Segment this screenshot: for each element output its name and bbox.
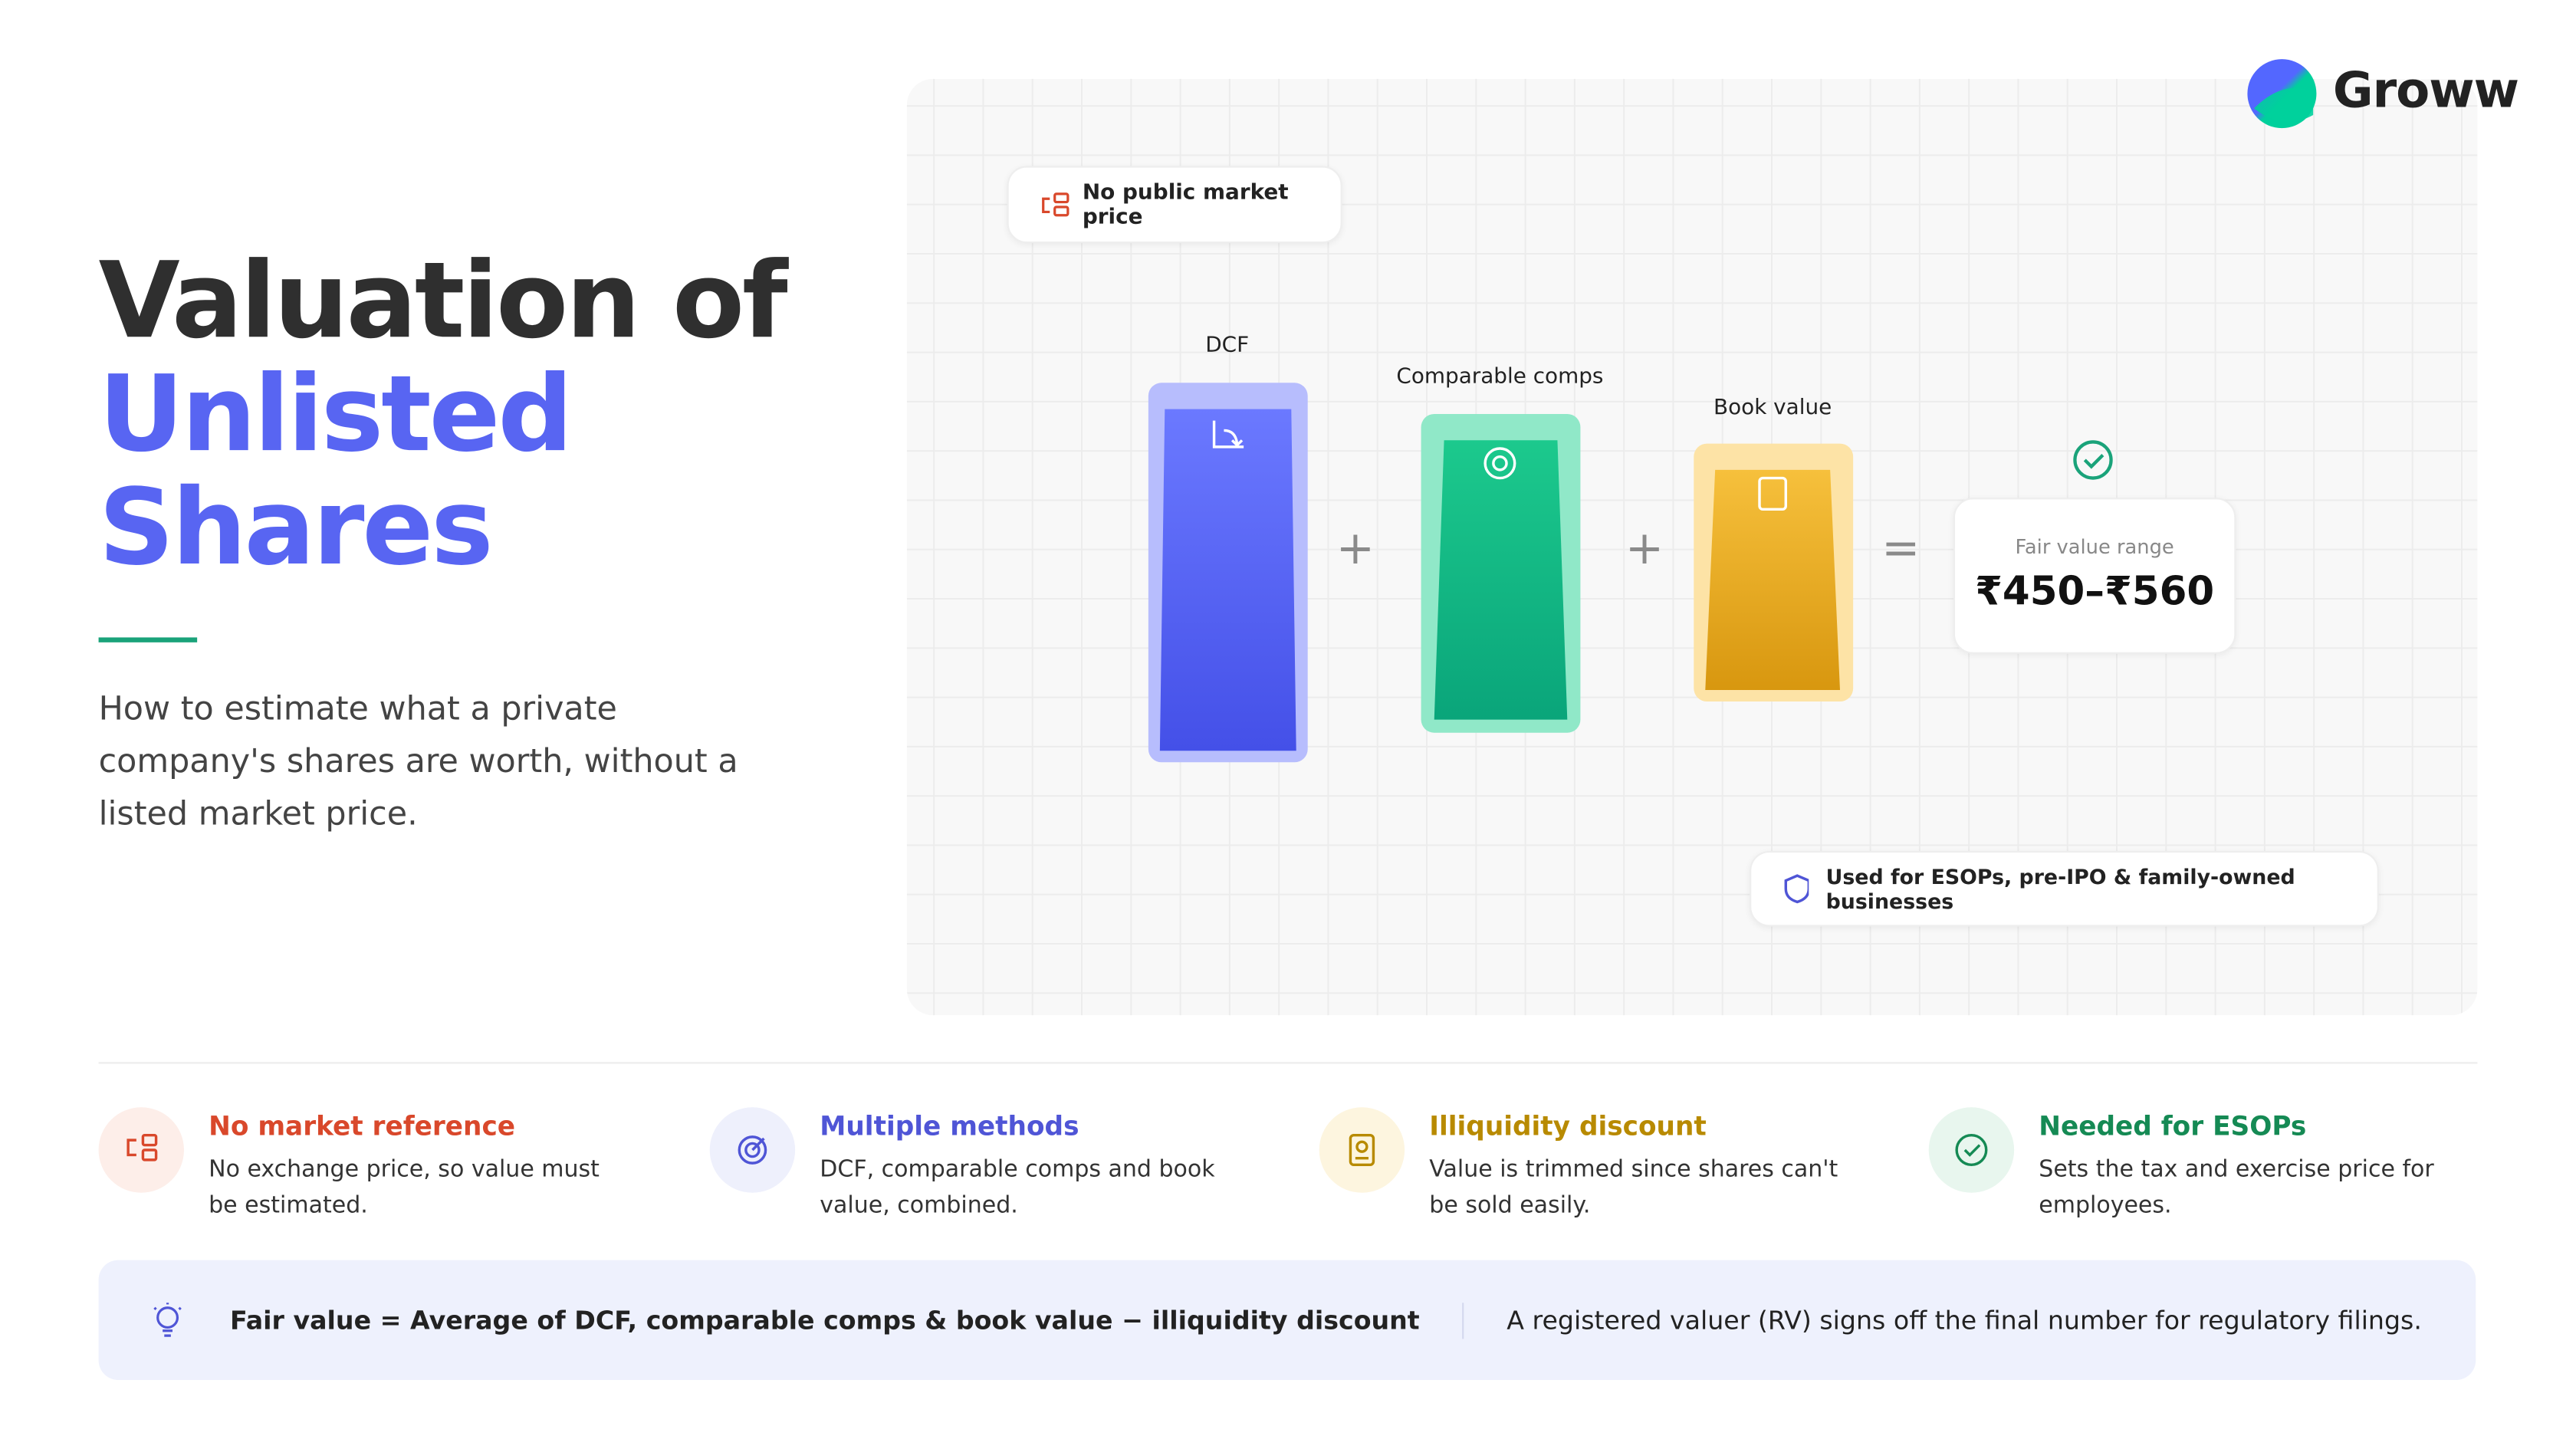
- dcf-bar-inner: [1159, 409, 1296, 751]
- footnote-text: Used for ESOPs, pre-IPO & family-owned b…: [1825, 864, 2295, 914]
- feature-text: No exchange price, so value must be esti…: [209, 1156, 600, 1219]
- comps-icon: [1484, 447, 1516, 480]
- comps-bar-inner: [1434, 440, 1568, 720]
- method-label: DCF: [1205, 334, 1250, 359]
- feature-icon: [709, 1107, 796, 1193]
- accent-rule: [98, 637, 198, 642]
- method-label: Book value: [1714, 396, 1832, 421]
- feature-title: Multiple methods: [820, 1110, 1079, 1142]
- footnote: Used for ESOPs, pre-IPO & family-owned b…: [1750, 851, 2379, 927]
- dcf-icon: [1212, 420, 1244, 449]
- badge-icon: [1042, 192, 1070, 216]
- shield-icon: [1784, 874, 1810, 904]
- feature-icon: [98, 1107, 184, 1193]
- feature-glyph: [1349, 1133, 1375, 1166]
- callout-note: A registered valuer (RV) signs off the f…: [1506, 1305, 2422, 1336]
- feature-text: Value is trimmed since shares can't be s…: [1429, 1156, 1838, 1219]
- feature-icon: [1928, 1107, 2015, 1193]
- book-bar-inner: [1705, 469, 1840, 690]
- feature-text: Sets the tax and exercise price for empl…: [2039, 1156, 2434, 1219]
- title-highlight: Unlisted: [98, 354, 573, 477]
- title: Valuation of Unlisted Shares: [98, 245, 788, 590]
- operator: =: [1881, 521, 1921, 575]
- result-card: Fair value range ₹450–₹560: [1953, 498, 2236, 654]
- feature-title: Illiquidity discount: [1429, 1110, 1707, 1142]
- logo-wave: [2254, 87, 2314, 122]
- feature-text: DCF, comparable comps and book value, co…: [820, 1156, 1215, 1219]
- callout: Fair value = Average of DCF, comparable …: [98, 1260, 2476, 1380]
- badge-text: No public market price: [1082, 179, 1289, 229]
- book-icon: [1758, 476, 1787, 511]
- check-icon: [2073, 440, 2113, 480]
- brand-name: Groww: [2332, 62, 2519, 120]
- feature-title: Needed for ESOPs: [2039, 1110, 2307, 1142]
- feature-glyph: [738, 1135, 767, 1165]
- operator: +: [1625, 521, 1664, 575]
- feature-icon: [1319, 1107, 1405, 1193]
- operator: +: [1336, 521, 1375, 575]
- method-label: Comparable comps: [1396, 364, 1604, 389]
- result-label: Fair value range: [2015, 535, 2174, 559]
- badge: No public market price: [1007, 166, 1342, 244]
- feature-glyph: [127, 1133, 158, 1162]
- feature-title: No market reference: [209, 1110, 516, 1142]
- bulb-icon: [153, 1302, 182, 1336]
- result-value: ₹450–₹560: [1975, 568, 2215, 615]
- title-highlight: Shares: [98, 468, 494, 590]
- comps-icon-inner: [1492, 455, 1508, 472]
- callout-formula: Fair value = Average of DCF, comparable …: [230, 1305, 1420, 1336]
- subtitle: How to estimate what a private company's…: [98, 688, 738, 833]
- feature-glyph: [1955, 1133, 1988, 1166]
- check-mark: [2083, 454, 2104, 469]
- title-line: Valuation of: [98, 242, 788, 363]
- callout-separator: [1462, 1302, 1464, 1339]
